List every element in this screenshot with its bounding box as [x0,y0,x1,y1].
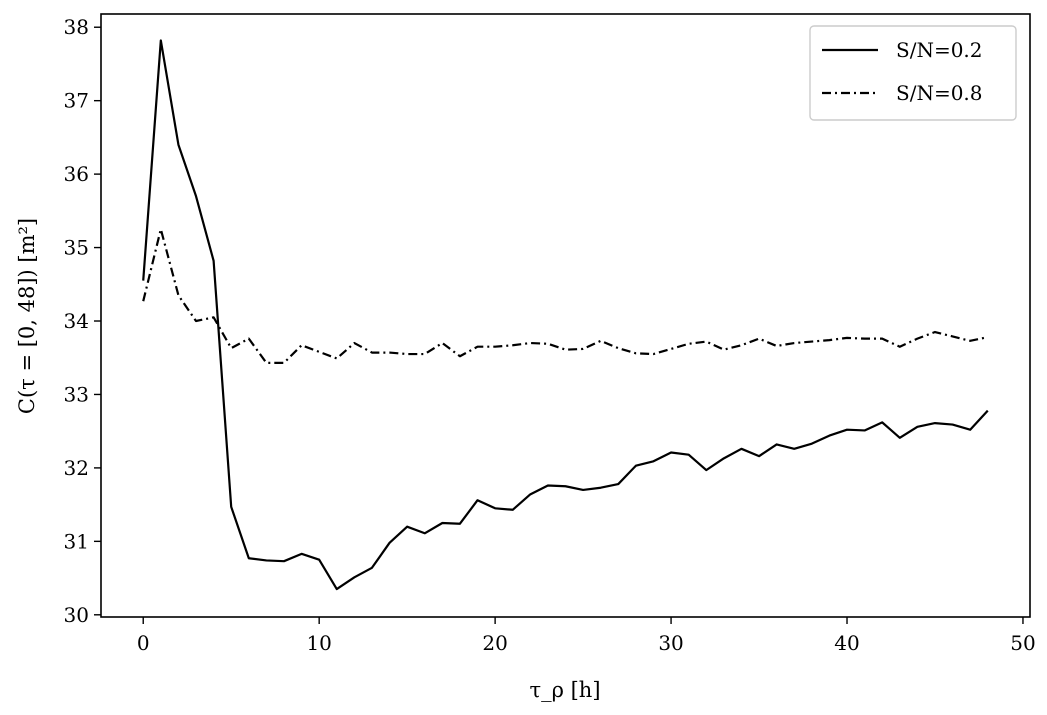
y-tick-label: 36 [64,162,89,186]
x-tick-label: 10 [306,631,331,655]
series-line-1 [142,39,989,591]
axes-frame [100,13,1031,618]
y-axis-label: C(τ = [0, 48]) [m²] [15,218,39,414]
x-tick-label: 20 [482,631,507,655]
series-lines [142,39,989,591]
y-tick-label: 38 [64,15,89,39]
x-tick-label: 0 [137,631,150,655]
y-tick-label: 33 [64,382,89,406]
x-tick-label: 30 [658,631,683,655]
y-tick-label: 32 [64,456,89,480]
y-tick-label: 35 [64,236,89,260]
legend-label-2: S/N=0.8 [896,81,983,105]
y-tick-label: 37 [64,89,89,113]
y-tick-label: 30 [64,603,89,627]
axes: 0 10 20 30 40 50 30 31 32 33 34 35 36 37 38 [64,13,1036,655]
x-tick-label: 40 [834,631,859,655]
y-tick-label: 31 [64,529,89,553]
legend: S/N=0.2 S/N=0.8 [809,25,1017,121]
x-tick-label: 50 [1010,631,1035,655]
x-axis-label: τ_ρ [h] [529,678,600,702]
legend-label-1: S/N=0.2 [896,38,983,62]
y-tick-label: 34 [64,309,89,333]
series-line-2 [142,228,988,364]
